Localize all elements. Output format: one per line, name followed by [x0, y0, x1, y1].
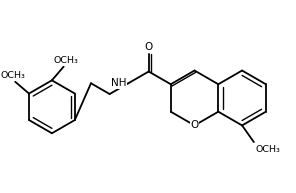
Text: O: O [190, 120, 199, 130]
Text: OCH₃: OCH₃ [256, 146, 281, 154]
Text: NH: NH [111, 78, 126, 88]
Text: OCH₃: OCH₃ [53, 56, 78, 65]
Text: O: O [144, 42, 153, 52]
Text: OCH₃: OCH₃ [1, 71, 26, 80]
